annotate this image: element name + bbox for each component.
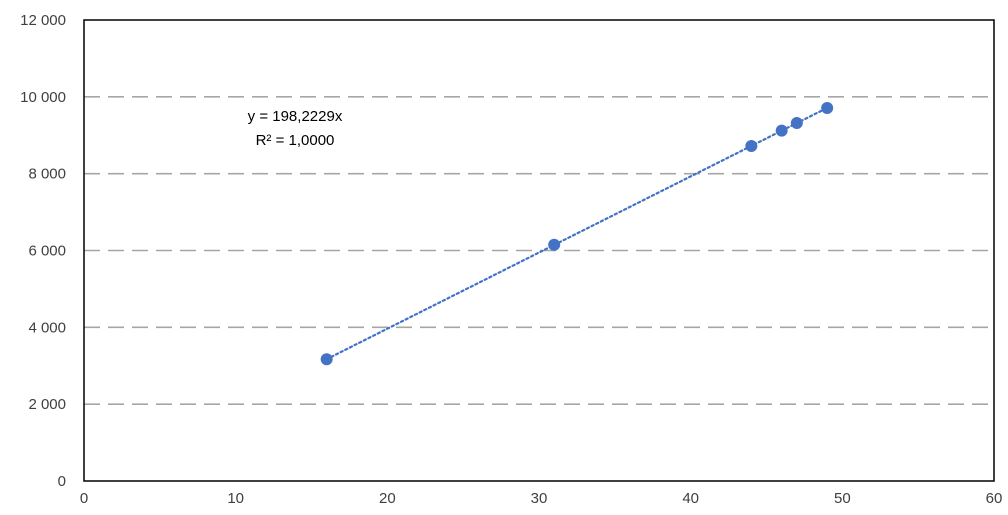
plot-area-border [83,19,995,482]
y-tick-label: 2 000 [28,396,66,413]
x-tick-label: 50 [834,490,851,507]
y-tick-label: 8 000 [28,166,66,183]
data-point [775,124,788,137]
x-tick-label: 10 [227,490,244,507]
trendline-group [325,106,829,361]
trendline-r-squared: R² = 1,0000 [256,132,335,149]
y-tick-label: 10 000 [20,89,66,106]
trendline [325,106,829,361]
data-point [821,101,834,114]
y-tick-label: 6 000 [28,243,66,260]
x-tick-label: 20 [379,490,396,507]
y-tick-label: 4 000 [28,319,66,336]
data-point [790,116,803,129]
x-axis-tick-labels: 0 10 20 30 40 50 60 [80,490,1003,507]
x-tick-label: 60 [986,490,1003,507]
data-points [320,101,834,366]
data-point [320,353,333,366]
gridlines [84,96,994,405]
y-axis-tick-labels: 0 2 000 4 000 6 000 8 000 10 000 12 000 [20,12,66,490]
y-tick-label: 0 [58,473,66,490]
data-point [745,140,758,153]
x-tick-label: 30 [531,490,548,507]
trendline-equation: y = 198,2229x [248,108,343,125]
data-point [548,238,561,251]
x-tick-label: 0 [80,490,88,507]
x-tick-label: 40 [682,490,699,507]
y-tick-label: 12 000 [20,12,66,29]
